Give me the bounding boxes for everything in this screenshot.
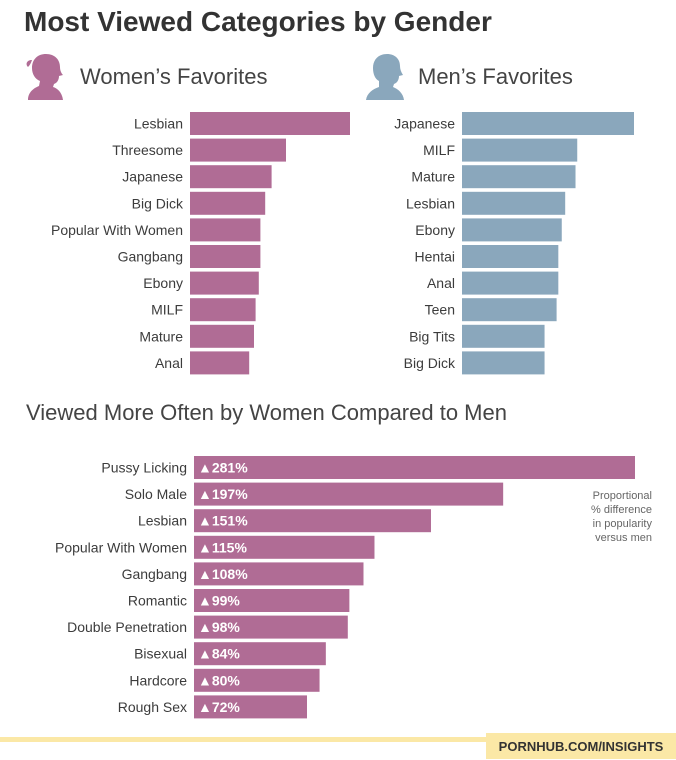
diff-category-label: Bisexual [134, 646, 187, 662]
difference-section-title: Viewed More Often by Women Compared to M… [26, 400, 507, 425]
diff-bar [194, 615, 348, 639]
women-panel-header: Women’s Favorites [22, 52, 267, 102]
diff-value-label: ▲72% [198, 699, 240, 715]
diff-category-label: Gangbang [122, 566, 187, 582]
women-category-label: Threesome [112, 142, 183, 158]
women-category-label: Japanese [122, 169, 183, 185]
men-bar [462, 298, 557, 322]
women-bar [190, 351, 250, 375]
men-category-label: Big Tits [409, 328, 455, 344]
diff-bar [194, 589, 350, 612]
men-bar [462, 218, 562, 242]
men-category-label: Big Dick [404, 355, 456, 371]
women-category-label: Ebony [143, 275, 183, 291]
women-bar [190, 298, 256, 322]
diff-bar [194, 668, 320, 692]
diff-category-label: Double Penetration [67, 619, 187, 635]
women-bar [190, 271, 259, 295]
diff-value-label: ▲115% [198, 539, 247, 555]
men-panel-header: Men’s Favorites [362, 52, 573, 102]
women-category-label: Big Dick [132, 195, 184, 211]
footer-source: PORNHUB.COM/INSIGHTS [486, 733, 676, 759]
men-category-label: MILF [423, 142, 455, 158]
women-bar [190, 218, 261, 242]
diff-value-label: ▲98% [198, 619, 240, 635]
men-bar [462, 271, 559, 295]
men-bar [462, 351, 545, 375]
women-bar [190, 138, 286, 162]
women-category-label: Popular With Women [51, 222, 183, 238]
diff-bar [194, 456, 635, 479]
diff-category-label: Solo Male [125, 486, 187, 502]
men-panel-title: Men’s Favorites [418, 64, 573, 89]
man-silhouette-icon [366, 54, 404, 100]
diff-bar [194, 482, 504, 506]
diff-bar [194, 695, 307, 719]
footer-stripe [0, 737, 676, 742]
women-category-label: Lesbian [134, 116, 183, 132]
diff-value-label: ▲281% [198, 460, 248, 476]
women-category-label: Gangbang [118, 249, 183, 265]
women-bar [190, 245, 261, 268]
diff-category-label: Popular With Women [55, 539, 187, 555]
diff-category-label: Pussy Licking [101, 460, 187, 476]
men-category-label: Mature [411, 169, 455, 185]
diff-bar [194, 535, 375, 559]
women-category-label: Anal [155, 355, 183, 371]
diff-value-label: ▲99% [198, 593, 240, 609]
men-bar [462, 324, 545, 348]
men-category-label: Hentai [415, 249, 455, 265]
diff-category-label: Romantic [128, 593, 187, 609]
diff-bar [194, 642, 326, 666]
men-category-label: Teen [425, 302, 455, 318]
men-category-label: Japanese [394, 116, 455, 132]
diff-category-label: Rough Sex [118, 699, 187, 715]
women-bar [190, 191, 266, 215]
men-bar [462, 138, 578, 162]
men-bar [462, 191, 566, 215]
women-panel-title: Women’s Favorites [80, 64, 268, 89]
diff-value-label: ▲84% [198, 646, 240, 662]
diff-value-label: ▲151% [198, 513, 248, 529]
women-bar [190, 165, 272, 189]
men-bar [462, 245, 559, 268]
diff-value-label: ▲108% [198, 566, 248, 582]
diff-value-label: ▲197% [198, 486, 248, 502]
men-category-label: Anal [427, 275, 455, 291]
diff-category-label: Hardcore [129, 672, 187, 688]
women-bar [190, 324, 254, 348]
woman-silhouette-icon [26, 54, 63, 100]
main-title: Most Viewed Categories by Gender [24, 6, 492, 37]
diff-bar [194, 509, 431, 533]
diff-value-label: ▲80% [198, 672, 240, 688]
men-category-label: Lesbian [406, 195, 455, 211]
difference-note: Proportional % difference in popularity … [591, 490, 652, 544]
men-category-label: Ebony [415, 222, 455, 238]
men-bar [462, 165, 576, 189]
women-bar [190, 112, 350, 135]
women-category-label: MILF [151, 302, 183, 318]
women-category-label: Mature [139, 328, 183, 344]
diff-bar [194, 562, 364, 586]
men-bar [462, 112, 634, 135]
diff-category-label: Lesbian [138, 513, 187, 529]
